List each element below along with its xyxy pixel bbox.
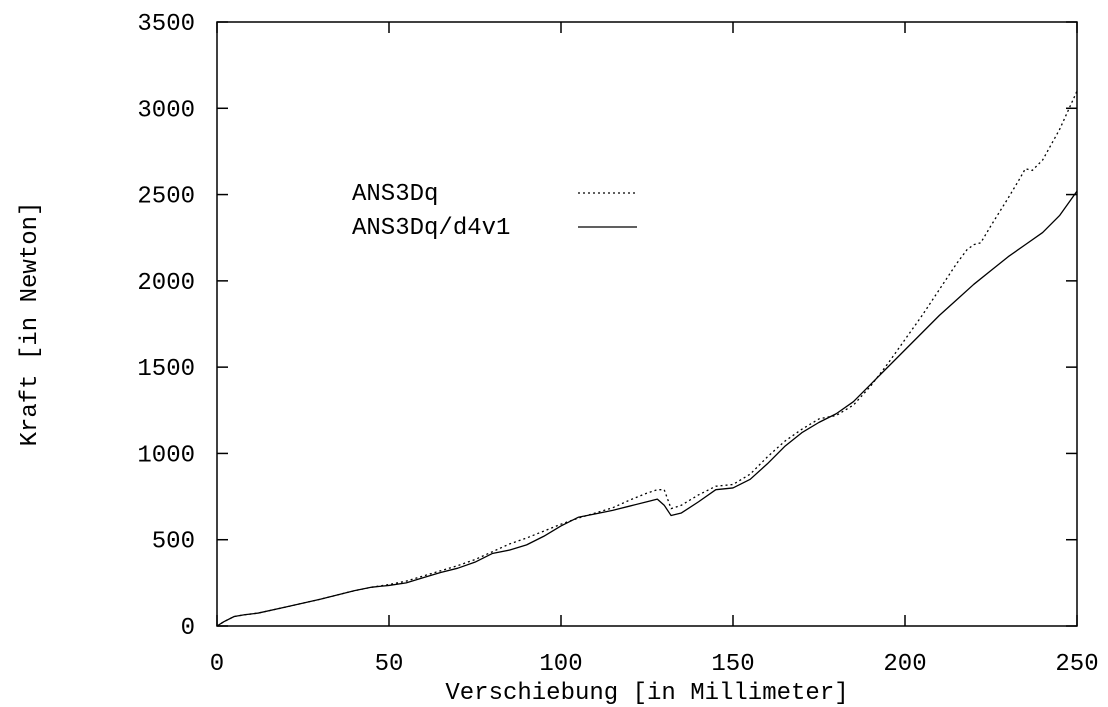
series-line-ans3dq [216, 90, 1078, 627]
legend: ANS3Dq ANS3Dq/d4v1 [352, 181, 637, 242]
y-tick-label: 500 [152, 529, 195, 556]
x-axis-label: Verschiebung [in Millimeter] [445, 680, 848, 707]
x-axis-ticks: 0 50 100 150 200 250 [210, 22, 1099, 678]
x-tick-label: 250 [1055, 651, 1098, 678]
x-tick-label: 50 [375, 651, 404, 678]
plot-frame [216, 21, 1078, 627]
x-tick-label: 200 [883, 651, 926, 678]
y-axis-ticks: 0 500 1000 1500 2000 2500 3000 3500 [137, 11, 1077, 642]
legend-label-ans3dq: ANS3Dq [352, 181, 438, 208]
y-tick-label: 3500 [137, 11, 195, 38]
y-axis-label: Kraft [in Newton] [17, 202, 44, 447]
series-line-ans3dq-d4v1 [216, 190, 1078, 627]
x-tick-label: 0 [210, 651, 224, 678]
legend-label-ans3dq-d4v1: ANS3Dq/d4v1 [352, 215, 510, 242]
x-tick-label: 100 [539, 651, 582, 678]
y-tick-label: 1500 [137, 356, 195, 383]
y-tick-label: 1000 [137, 442, 195, 469]
y-tick-label: 0 [181, 615, 195, 642]
series-layer [216, 90, 1078, 627]
y-tick-label: 2500 [137, 184, 195, 211]
y-tick-label: 3000 [137, 97, 195, 124]
y-tick-label: 2000 [137, 270, 195, 297]
x-tick-label: 150 [711, 651, 754, 678]
